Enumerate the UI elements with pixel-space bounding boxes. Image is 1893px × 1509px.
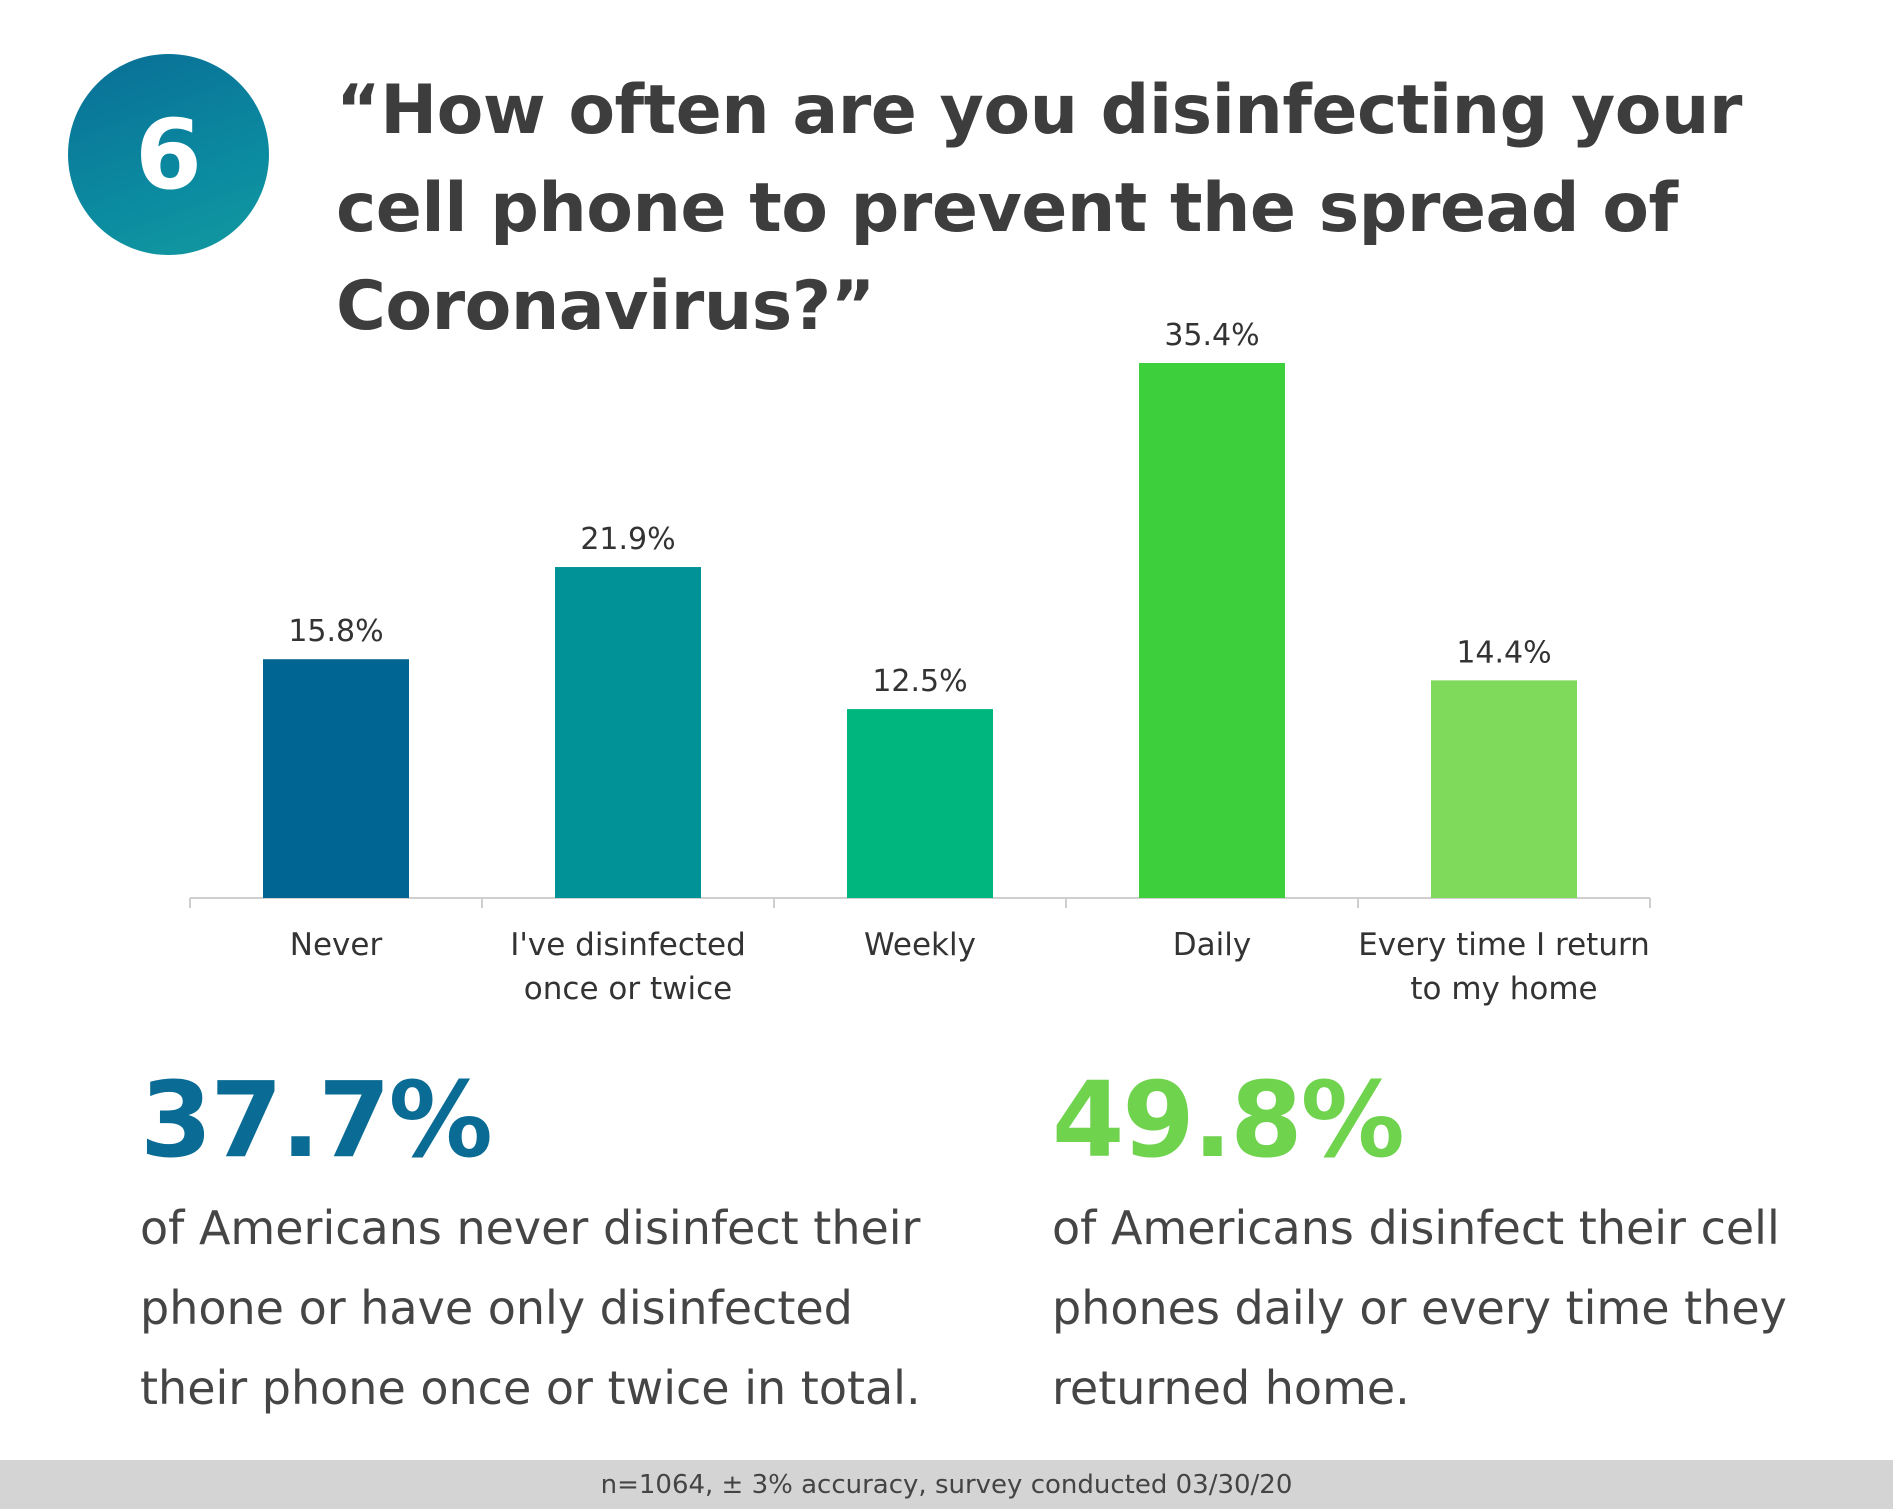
stat-never-or-once: 37.7% of Americans never disinfect their… [140,1062,960,1428]
data-label-2: 21.9% [580,522,675,557]
question-number: 6 [135,98,202,211]
stat-right-text: of Americans disinfect their cell phones… [1052,1201,1787,1415]
question-number-badge: 6 [68,54,269,255]
category-label-3: Weekly [864,927,976,963]
category-label-2: I've disinfected [510,927,746,963]
bar-chart-svg: 15.8% Never 21.9% I've disinfected once or t… [189,318,1651,1007]
stat-right-value: 49.8% [1052,1059,1405,1181]
category-label-2: once or twice [524,971,732,1007]
stat-daily-or-return: 49.8% of Americans disinfect their cell … [1052,1062,1872,1428]
stat-left-text: of Americans never disinfect their phone… [140,1201,921,1415]
bar-1 [263,659,409,898]
bar-chart: 15.8% Never 21.9% I've disinfected once or t… [0,300,1893,1040]
page-title: “How often are you disinfecting your cel… [336,71,1742,346]
category-label-5: Every time I return [1358,927,1650,963]
category-label-1: Never [290,927,383,963]
bar-5 [1431,680,1577,898]
data-label-3: 12.5% [872,664,967,699]
stat-left-value: 37.7% [140,1059,493,1181]
category-label-4: Daily [1173,927,1251,963]
survey-footnote: n=1064, ± 3% accuracy, survey conducted … [0,1460,1893,1509]
bar-4 [1139,363,1285,898]
data-label-1: 15.8% [288,614,383,649]
data-label-5: 14.4% [1456,635,1551,670]
data-label-4: 35.4% [1164,318,1259,353]
category-label-5: to my home [1410,971,1597,1007]
bar-3 [847,709,993,898]
bar-2 [555,567,701,898]
